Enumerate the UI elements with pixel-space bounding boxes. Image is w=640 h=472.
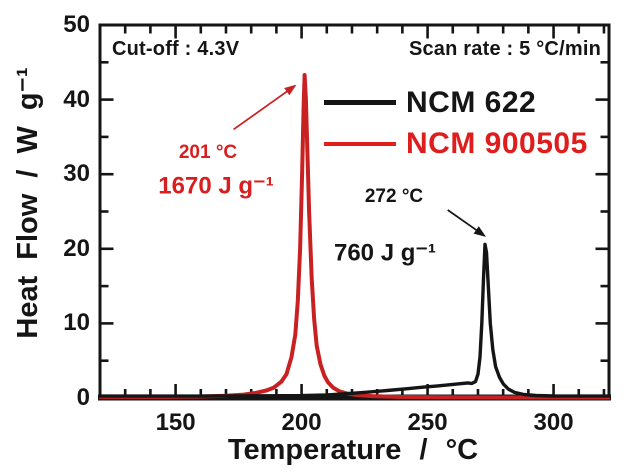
x-axis-title: Temperature / °C [227, 433, 479, 466]
y-tick-label: 30 [63, 160, 90, 188]
plot-frame [98, 23, 611, 400]
x-tick-label: 150 [155, 409, 196, 436]
black-peak-arrow [447, 209, 481, 234]
y-tick-label: 0 [76, 384, 90, 411]
black-peak-enthalpy-annotation: 760 J g⁻¹ [333, 239, 437, 267]
red-peak-arrow [233, 88, 292, 131]
y-tick-label: 50 [63, 11, 90, 38]
y-tick-label: 10 [63, 309, 90, 337]
y-tick-label: 40 [63, 85, 90, 113]
y-tick-label: 20 [63, 234, 90, 262]
x-tick-label: 250 [407, 409, 448, 436]
red-peak-arrow-head [284, 84, 297, 96]
cutoff-label: Cut-off : 4.3V [112, 38, 240, 60]
curve-ncm622 [99, 242, 610, 398]
x-tick-label: 200 [281, 409, 322, 436]
legend-label-ncm900505: NCM 900505 [406, 126, 588, 160]
legend-label-ncm622: NCM 622 [406, 85, 537, 119]
red-peak-enthalpy-annotation: 1670 J g⁻¹ [158, 172, 274, 200]
black-peak-arrow-head [473, 226, 487, 237]
scan-rate-label: Scan rate : 5 °C/min [408, 38, 601, 60]
legend: NCM 622 NCM 900505 [324, 82, 588, 164]
legend-item-ncm622: NCM 622 [324, 82, 588, 123]
black-peak-temp-annotation: 272 °C [364, 186, 424, 208]
red-peak-temp-annotation: 201 °C [178, 142, 238, 164]
legend-item-ncm900505: NCM 900505 [324, 123, 588, 164]
legend-line-ncm622 [324, 100, 396, 105]
legend-line-ncm900505 [324, 141, 396, 146]
x-tick-label: 300 [533, 409, 574, 436]
